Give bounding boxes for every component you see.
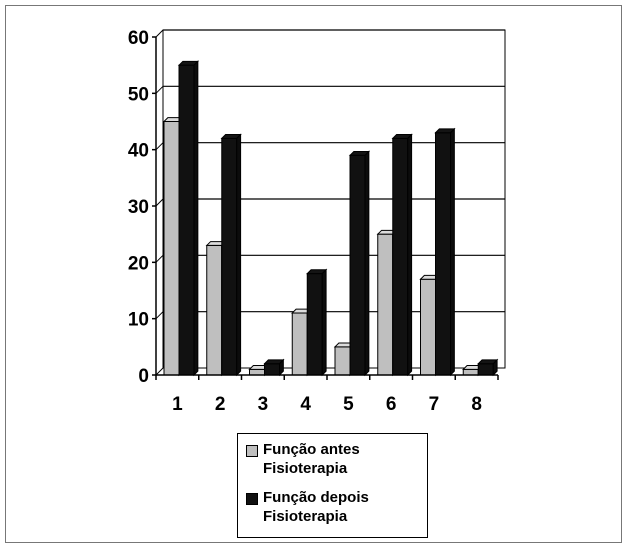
- x-tick-label: 3: [258, 394, 269, 415]
- gridline-side: [155, 198, 164, 207]
- legend-swatch-after: [246, 493, 258, 505]
- gridline-side: [155, 254, 164, 263]
- bar-side-face: [236, 133, 242, 377]
- x-tick-label: 1: [172, 394, 183, 415]
- bar: [477, 358, 499, 377]
- gridline-side: [155, 142, 164, 151]
- bar-front-face: [477, 363, 494, 376]
- legend-label-after: Função depois Fisioterapia: [263, 488, 413, 526]
- bar-side-face: [407, 133, 413, 377]
- bar-side-face: [364, 150, 370, 377]
- bar-side-face: [450, 127, 455, 377]
- bar-front-face: [377, 233, 394, 376]
- x-tick-label: 2: [215, 394, 226, 415]
- gridline-side: [155, 85, 164, 94]
- bar: [348, 150, 371, 377]
- legend-item-after: Função depois Fisioterapia: [246, 488, 413, 526]
- y-tick-label: 40: [128, 141, 149, 162]
- bar-front-face: [264, 363, 280, 376]
- legend-item-before: Função antes Fisioterapia: [246, 440, 413, 478]
- bars: [162, 60, 499, 377]
- y-tick-label: 20: [128, 253, 149, 274]
- y-tick-label: 50: [128, 84, 149, 105]
- gridline-side: [155, 311, 164, 320]
- x-axis-ticks: 1 2 3 4 5 6 7 8: [155, 375, 499, 415]
- bar-side-face: [492, 358, 498, 377]
- legend-label-before-line1: Função antes: [263, 441, 360, 458]
- legend-label-before: Função antes Fisioterapia: [263, 440, 413, 478]
- bar: [306, 268, 328, 377]
- legend-swatch-before: [246, 445, 258, 457]
- y-tick-label: 10: [128, 310, 149, 331]
- bar: [177, 60, 200, 377]
- bar-front-face: [392, 137, 409, 376]
- bar-front-face: [249, 368, 265, 376]
- floor-edge: [155, 367, 164, 376]
- y-axis-ticks: 0 10 20 30 40 50 60: [128, 28, 156, 387]
- bar-front-face: [306, 273, 323, 376]
- x-tick-label: 7: [429, 394, 440, 415]
- bar-front-face: [291, 312, 308, 376]
- gridline-side: [155, 29, 164, 38]
- bar-front-face: [178, 64, 195, 376]
- y-tick-label: 0: [138, 366, 149, 387]
- bar-front-face: [462, 368, 479, 376]
- bar-front-face: [221, 137, 238, 376]
- bar-side-face: [193, 60, 199, 377]
- bar-front-face: [334, 346, 351, 376]
- bar: [434, 127, 456, 377]
- y-tick-label: 30: [128, 197, 149, 218]
- bar-front-face: [435, 132, 451, 376]
- x-tick-label: 6: [386, 394, 397, 415]
- legend-label-before-line2: Fisioterapia: [263, 460, 348, 477]
- legend-label-after-line1: Função depois: [263, 489, 369, 506]
- x-tick-label: 8: [471, 394, 482, 415]
- bar-front-face: [206, 244, 223, 376]
- y-tick-label: 60: [128, 28, 149, 49]
- legend-label-after-line2: Fisioterapia: [263, 508, 348, 525]
- bar: [220, 133, 242, 377]
- x-tick-label: 5: [343, 394, 354, 415]
- bar-front-face: [349, 154, 366, 376]
- bar: [263, 358, 285, 377]
- bar-front-face: [420, 278, 436, 376]
- bar-side-face: [321, 268, 327, 377]
- bar: [391, 133, 413, 377]
- legend: Função antes Fisioterapia Função depois …: [237, 433, 428, 538]
- bar-side-face: [279, 358, 284, 377]
- bar-front-face: [163, 121, 180, 376]
- x-tick-label: 4: [300, 394, 311, 415]
